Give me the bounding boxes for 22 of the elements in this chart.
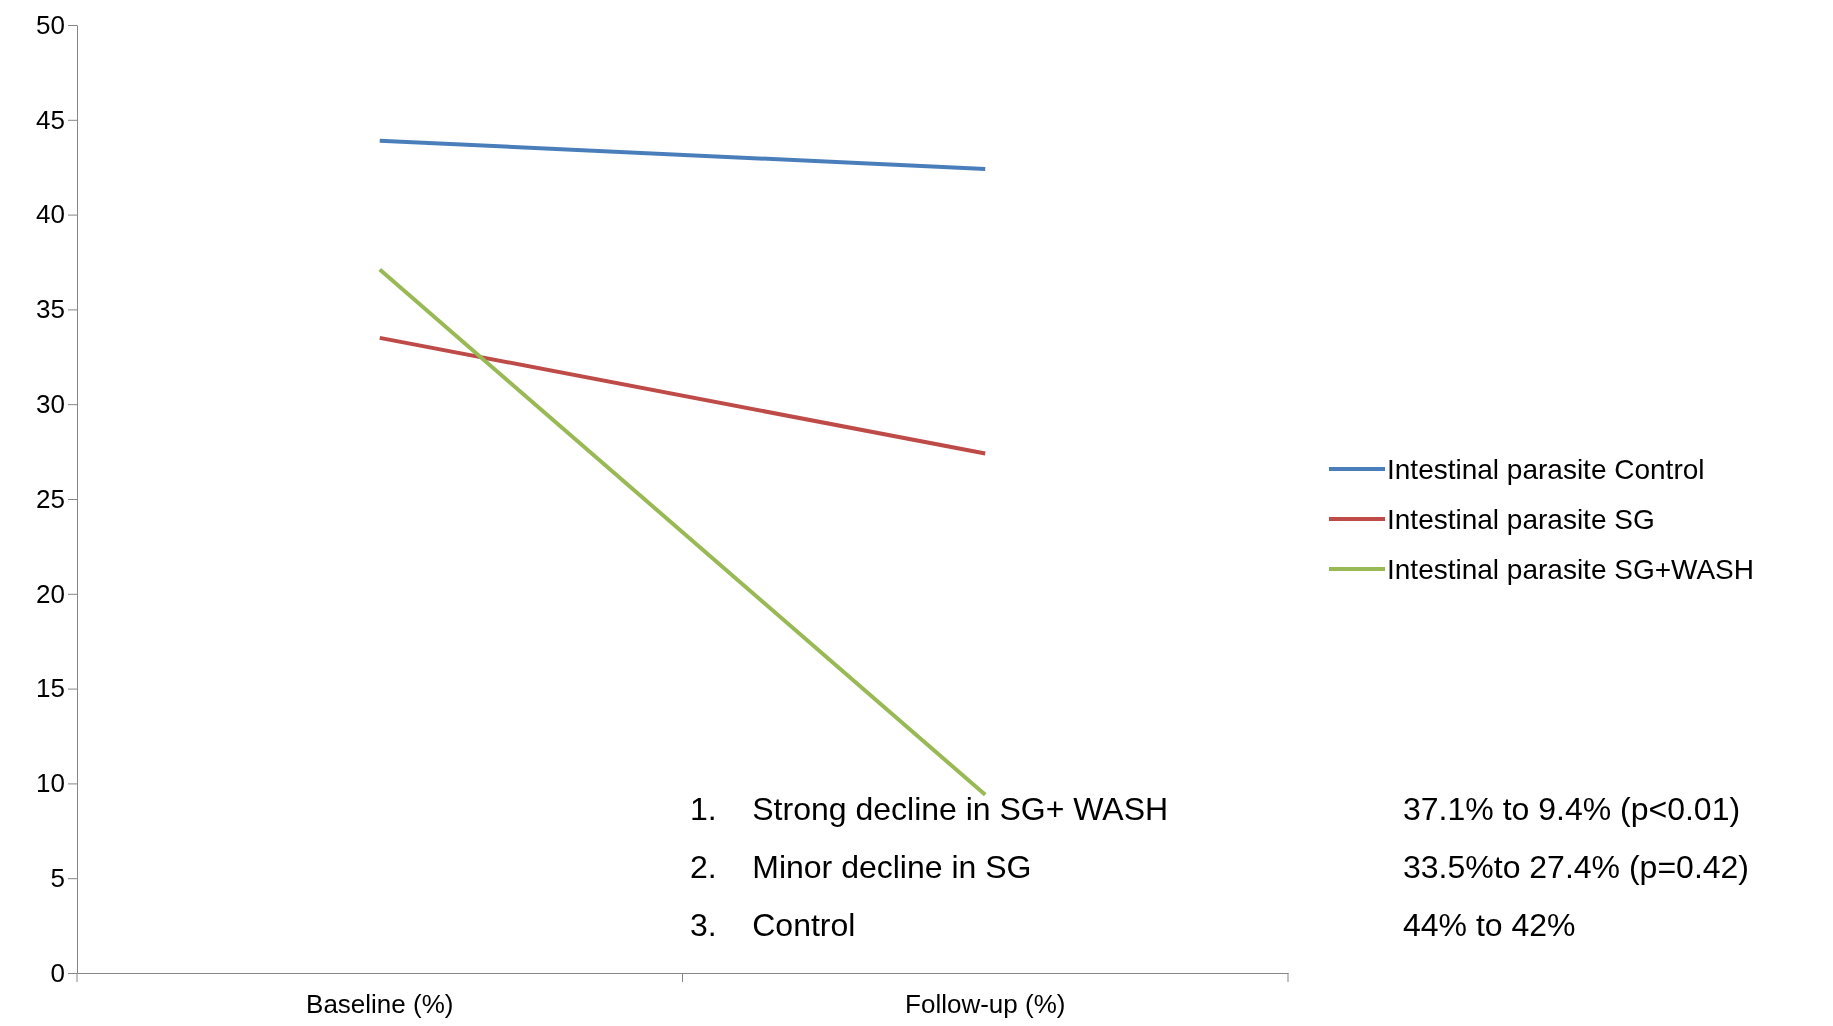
y-tick-label: 20 — [36, 578, 65, 609]
y-tick-label: 40 — [36, 199, 65, 230]
y-tick-label: 25 — [36, 483, 65, 514]
x-tick-label: Follow-up (%) — [905, 989, 1066, 1020]
y-tick-label: 15 — [36, 673, 65, 704]
text: 37.1% to 9.4% (p<0.01) — [1403, 791, 1741, 827]
text: 44% to 42% — [1403, 907, 1576, 943]
y-tick-label: 5 — [50, 863, 65, 894]
text: 33.5%to 27.4% (p=0.42) — [1403, 849, 1750, 885]
y-tick-label: 0 — [50, 957, 65, 988]
annotation: 2. Minor decline in SG — [690, 849, 1032, 885]
annotation: 1. Strong decline in SG+ WASH — [690, 791, 1169, 827]
legend-label: Intestinal parasite SG — [1387, 503, 1655, 535]
y-tick-label: 35 — [36, 294, 65, 325]
y-tick-label: 10 — [36, 768, 65, 799]
y-tick-label: 45 — [36, 104, 65, 135]
y-tick-label: 30 — [36, 389, 65, 420]
x-tick-label: Baseline (%) — [306, 989, 454, 1020]
annotation: 3. Control — [690, 907, 856, 943]
legend-label: Intestinal parasite Control — [1387, 453, 1705, 485]
legend-label: Intestinal parasite SG+WASH — [1387, 553, 1755, 585]
y-tick-label: 50 — [36, 9, 65, 40]
